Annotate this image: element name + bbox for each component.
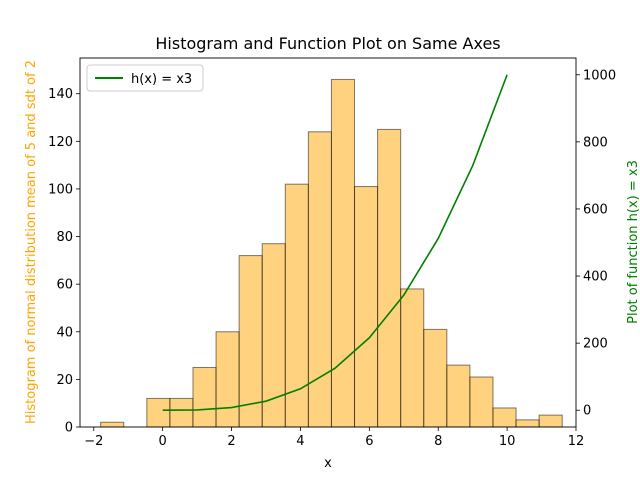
- histogram-bar: [446, 364, 471, 428]
- plot-area-border: [79, 57, 577, 428]
- left-y-tick-label: 100: [48, 182, 73, 197]
- legend: h(x) = x3: [86, 64, 204, 92]
- right-y-tick-label: 1000: [583, 68, 616, 83]
- histogram-bar: [215, 331, 240, 428]
- left-y-tick-label: 20: [56, 373, 73, 388]
- right-y-axis-ticks: 0 200 400 600 800 1000: [576, 68, 616, 419]
- legend-box: [86, 64, 204, 92]
- x-tick-label: −2: [84, 434, 103, 449]
- histogram-bar: [469, 376, 494, 428]
- x-tick-label: 2: [227, 434, 235, 449]
- right-y-tick-label: 400: [583, 270, 608, 285]
- histogram-bar: [492, 407, 517, 428]
- x-tick-label: 4: [296, 434, 304, 449]
- histogram-bar: [100, 421, 125, 428]
- histogram-bars: [100, 78, 563, 428]
- left-y-tick-label: 60: [56, 278, 73, 293]
- x-axis-ticks: −2 0 2 4 6 8 10 12: [84, 427, 584, 449]
- x-tick-label: 0: [159, 434, 167, 449]
- legend-label: h(x) = x3: [131, 72, 192, 87]
- right-y-tick-label: 800: [583, 135, 608, 150]
- histogram-bar: [146, 397, 171, 428]
- histogram-bar: [354, 186, 379, 428]
- x-tick-label: 6: [365, 434, 373, 449]
- histogram-bar: [515, 419, 540, 428]
- series-line: [162, 74, 508, 412]
- histogram-bar: [169, 397, 194, 428]
- left-y-tick-label: 40: [56, 325, 73, 340]
- histogram-bar: [192, 366, 217, 428]
- left-y-tick-label: 140: [48, 87, 73, 102]
- histogram-bar: [423, 328, 448, 428]
- histogram-bar: [261, 243, 286, 428]
- histogram-bar: [330, 78, 356, 428]
- right-y-tick-label: 600: [583, 202, 608, 217]
- left-y-axis-ticks: 0 20 40 60 80 100 120 140: [48, 87, 80, 436]
- histogram-bar: [238, 255, 263, 428]
- right-y-tick-label: 0: [583, 404, 591, 419]
- left-y-tick-label: 120: [48, 135, 73, 150]
- axes-frame: [79, 57, 577, 428]
- line-layer: [162, 74, 508, 412]
- histogram-bar: [538, 414, 563, 428]
- right-y-tick-label: 200: [583, 337, 608, 352]
- left-y-tick-label: 80: [56, 230, 73, 245]
- left-y-tick-label: 0: [65, 421, 73, 436]
- x-tick-label: 12: [568, 434, 585, 449]
- x-tick-label: 10: [499, 434, 516, 449]
- right-y-axis-label: Plot of function h(x) = x3: [626, 160, 640, 324]
- left-y-axis-label: Histogram of normal distribution mean of…: [24, 60, 39, 424]
- chart-title: Histogram and Function Plot on Same Axes: [155, 34, 500, 53]
- x-tick-label: 8: [434, 434, 442, 449]
- histogram-bar: [377, 128, 402, 428]
- histogram-bar: [400, 288, 425, 428]
- x-axis-label: x: [324, 456, 332, 471]
